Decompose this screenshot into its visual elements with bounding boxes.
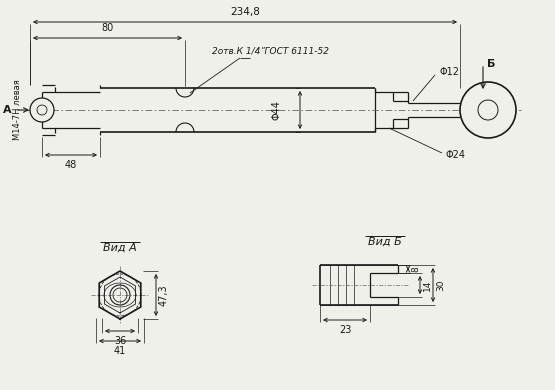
Circle shape xyxy=(30,98,54,122)
Circle shape xyxy=(37,105,47,115)
Circle shape xyxy=(478,100,498,120)
Text: Б: Б xyxy=(487,59,496,69)
Text: Φ44: Φ44 xyxy=(272,100,282,120)
Circle shape xyxy=(460,82,516,138)
Text: 2отв.К 1/4ʺГОСТ 6111-52: 2отв.К 1/4ʺГОСТ 6111-52 xyxy=(211,46,329,55)
Text: А: А xyxy=(3,105,12,115)
Text: 36: 36 xyxy=(114,336,126,346)
Text: 80: 80 xyxy=(102,23,114,33)
Text: Вид Б: Вид Б xyxy=(368,237,402,247)
Text: 14: 14 xyxy=(423,279,432,291)
Text: Φ24: Φ24 xyxy=(445,150,465,160)
Text: 47,3: 47,3 xyxy=(159,284,169,306)
Text: Φ12: Φ12 xyxy=(440,67,460,77)
Text: Вид А: Вид А xyxy=(103,243,137,253)
Text: 234,8: 234,8 xyxy=(230,7,260,17)
Text: М14-7Н левая: М14-7Н левая xyxy=(13,80,23,140)
Text: 30: 30 xyxy=(436,279,445,291)
Text: 8: 8 xyxy=(411,266,420,272)
Text: 48: 48 xyxy=(65,160,77,170)
Text: 23: 23 xyxy=(339,325,351,335)
Text: 41: 41 xyxy=(114,346,126,356)
